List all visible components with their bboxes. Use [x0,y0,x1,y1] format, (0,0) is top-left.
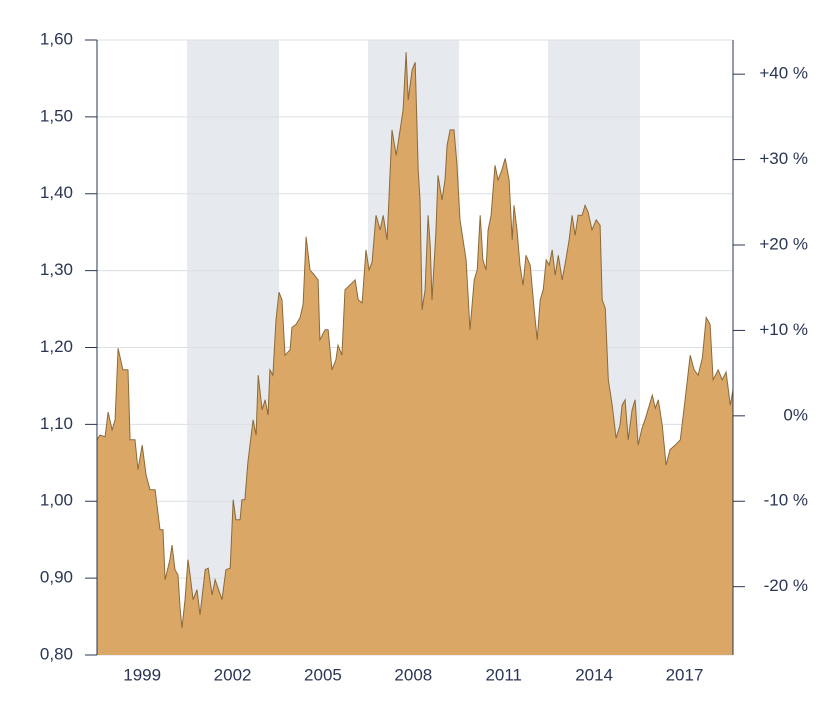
y-tick-label: 1,00 [40,491,73,510]
y-tick-label: 0,80 [40,644,73,663]
x-tick-label: 2014 [575,665,613,684]
x-tick-label: 2008 [394,665,432,684]
y2-tick-label: -20 % [764,576,808,595]
y-tick-label: 1,50 [40,106,73,125]
y-tick-label: 1,40 [40,183,73,202]
y-tick-label: 1,20 [40,337,73,356]
x-tick-label: 2011 [485,665,522,684]
y2-tick-label: 0% [783,405,808,424]
x-tick-label: 1999 [123,665,161,684]
area-line [96,52,734,629]
y2-tick-label: -10 % [764,491,808,510]
x-tick-label: 2002 [214,665,252,684]
y-tick-label: 1,60 [40,29,73,48]
area [97,52,733,656]
y2-tick-label: +30 % [759,149,808,168]
x-tick-label: 2017 [666,665,704,684]
y-tick-label: 0,90 [40,568,73,587]
x-tick-label: 2005 [304,665,342,684]
y-tick-label: 1,30 [40,260,73,279]
y2-tick-label: +20 % [759,234,808,253]
y-tick-label: 1,10 [40,414,73,433]
y2-tick-label: +40 % [759,64,808,83]
y2-tick-label: +10 % [759,320,808,339]
